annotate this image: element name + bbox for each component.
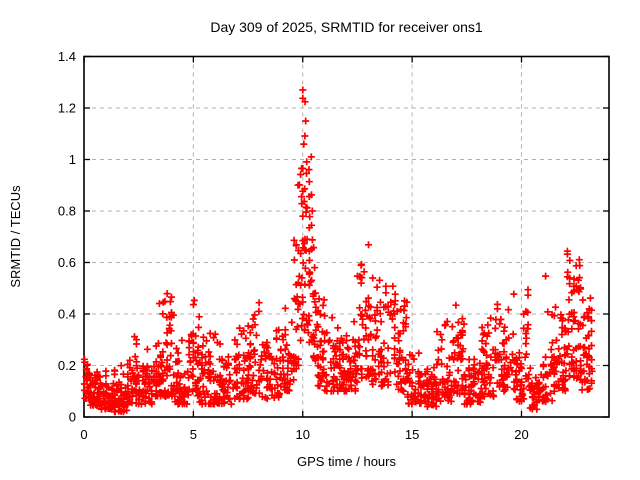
x-tick-label: 15	[405, 427, 419, 442]
y-tick-label: 0	[69, 410, 76, 425]
x-tick-label: 10	[296, 427, 310, 442]
y-tick-label: 1.4	[58, 49, 76, 64]
y-tick-label: 0.8	[58, 204, 76, 219]
y-tick-label: 0.4	[58, 307, 76, 322]
y-tick-label: 0.2	[58, 358, 76, 373]
plot-border	[83, 55, 610, 418]
y-tick-label: 1	[69, 152, 76, 167]
y-axis-label: SRMTID / TECUs	[8, 185, 23, 288]
x-tick-label: 5	[190, 427, 197, 442]
x-tick-label: 0	[80, 427, 87, 442]
x-tick-label: 20	[514, 427, 528, 442]
tick-labels: 0 5 10 15 20 0 0.2 0.4 0.6 0.8 1 1.2 1.4	[58, 49, 529, 442]
y-tick-label: 0.6	[58, 255, 76, 270]
chart-title: Day 309 of 2025, SRMTID for receiver ons…	[210, 19, 483, 35]
scatter-points	[80, 86, 596, 416]
y-tick-label: 1.2	[58, 101, 76, 116]
x-axis-label: GPS time / hours	[297, 454, 396, 469]
